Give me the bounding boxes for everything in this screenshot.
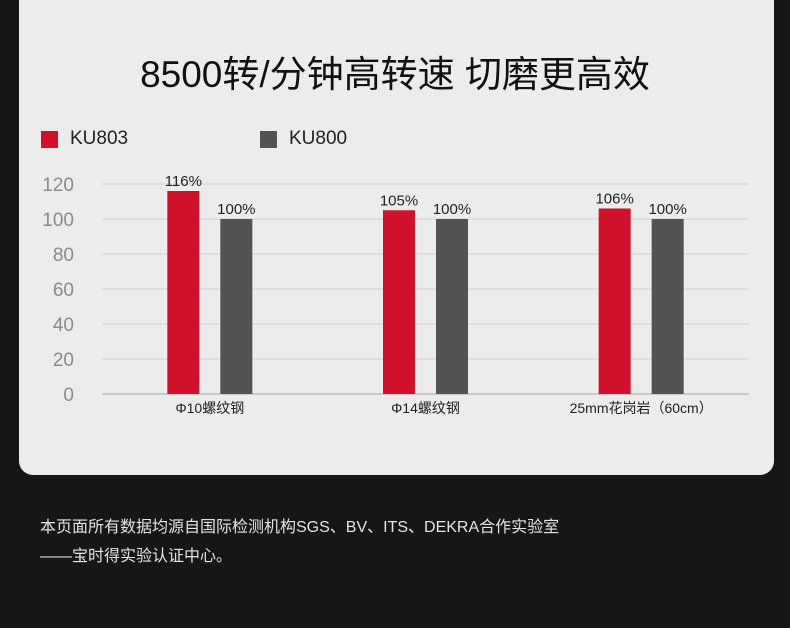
y-tick-label: 100 <box>42 210 74 231</box>
legend-label: KU800 <box>289 128 348 149</box>
legend-item-ku803: KU803 <box>41 128 128 150</box>
bar-ku800 <box>436 219 468 394</box>
data-label: 106% <box>595 191 633 208</box>
y-tick-label: 60 <box>53 280 74 301</box>
x-tick-label: Φ10螺纹钢 <box>175 400 244 416</box>
bar-chart: 0 20 40 60 80 100 120 116% 100% Φ10螺纹钢 105% 100% Φ14… <box>42 173 749 416</box>
data-label: 100% <box>433 201 471 218</box>
bar-ku803 <box>598 208 631 394</box>
footer-note-line2: ——宝时得实验认证中心。 <box>40 548 233 565</box>
x-tick-label: 25mm花岗岩（60cm） <box>570 400 713 416</box>
y-tick-label: 40 <box>53 315 74 336</box>
bar-ku800 <box>651 219 684 394</box>
data-label: 100% <box>217 201 255 218</box>
y-tick-label: 0 <box>63 385 74 406</box>
legend-swatch-ku800 <box>260 130 277 148</box>
data-label: 116% <box>165 173 202 190</box>
legend-item-ku800: KU800 <box>260 128 347 150</box>
bar-ku803 <box>167 191 200 394</box>
bar-ku800 <box>220 219 253 394</box>
data-label: 105% <box>380 192 418 209</box>
legend-swatch-ku803 <box>41 130 58 148</box>
data-label: 100% <box>648 201 686 218</box>
bar-ku803 <box>383 210 415 394</box>
x-tick-label: Φ14螺纹钢 <box>391 400 460 416</box>
y-tick-label: 80 <box>53 245 74 266</box>
y-tick-label: 120 <box>42 175 74 196</box>
y-tick-label: 20 <box>53 350 74 371</box>
legend-label: KU803 <box>70 128 129 149</box>
page-title: 8500转/分钟高转速 切磨更高效 <box>140 54 650 95</box>
footer-note-line1: 本页面所有数据均源自国际检测机构SGS、BV、ITS、DEKRA合作实验室 <box>40 519 560 536</box>
